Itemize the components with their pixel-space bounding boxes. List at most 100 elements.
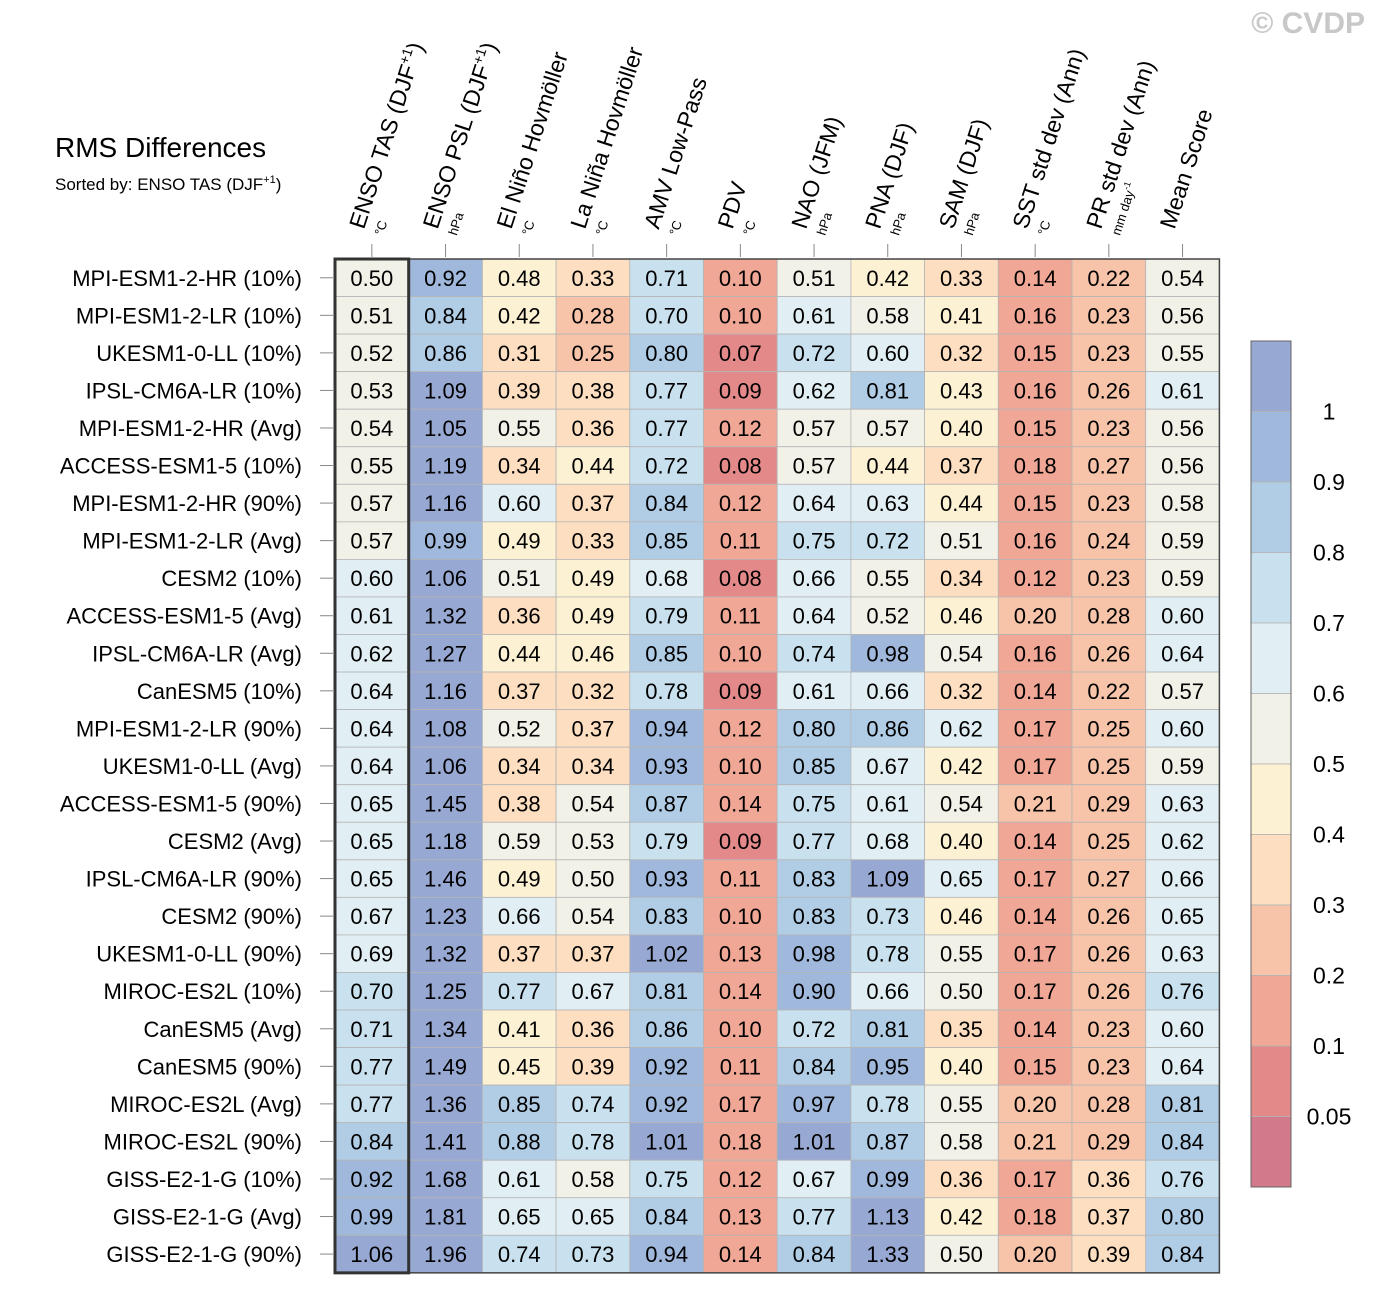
cell-value-label: 0.81 bbox=[645, 979, 688, 1004]
heatmap-cell bbox=[703, 784, 778, 823]
heatmap-cell bbox=[997, 483, 1073, 523]
row-label: MIROC-ES2L (90%) bbox=[104, 1129, 302, 1154]
row-label: CESM2 (Avg) bbox=[168, 829, 302, 854]
heatmap-cell bbox=[924, 1047, 999, 1086]
row-label: MPI-ESM1-2-LR (10%) bbox=[76, 303, 302, 328]
cell-value-label: 0.74 bbox=[498, 1242, 541, 1267]
heatmap-cell bbox=[850, 258, 926, 297]
cell-value-label: 0.50 bbox=[350, 266, 393, 291]
heatmap-cell bbox=[1071, 596, 1147, 635]
cell-value-label: 0.37 bbox=[940, 454, 983, 479]
cell-value-label: 0.12 bbox=[719, 716, 762, 741]
cell-value-label: 0.76 bbox=[1161, 1167, 1204, 1192]
heatmap-cell bbox=[481, 1009, 557, 1048]
cell-value-label: 0.87 bbox=[645, 791, 688, 816]
cell-value-label: 0.17 bbox=[1014, 979, 1057, 1004]
heatmap-cell bbox=[924, 521, 999, 560]
heatmap-cell bbox=[334, 671, 410, 710]
cell-value-label: 0.73 bbox=[572, 1242, 615, 1267]
cell-value-label: 0.11 bbox=[720, 867, 761, 892]
column-header-label: ENSO PSL (DJF+1) bbox=[417, 39, 503, 232]
cell-value-label: 0.83 bbox=[793, 867, 836, 892]
heatmap-cell bbox=[1145, 1122, 1220, 1161]
cell-value-label: 1.46 bbox=[424, 867, 467, 892]
colorbar-segment bbox=[1250, 622, 1292, 694]
row-label: MPI-ESM1-2-LR (Avg) bbox=[82, 529, 302, 554]
cell-value-label: 0.51 bbox=[793, 266, 836, 291]
cell-value-label: 0.78 bbox=[866, 942, 909, 967]
cell-value-label: 0.65 bbox=[498, 1205, 541, 1230]
cell-value-label: 0.37 bbox=[572, 942, 615, 967]
heatmap-cell bbox=[1071, 296, 1147, 335]
heatmap-cell bbox=[1145, 1084, 1220, 1124]
heatmap-cell bbox=[481, 446, 557, 485]
colorbar-segment bbox=[1250, 904, 1292, 976]
heatmap-cell bbox=[1071, 1047, 1147, 1086]
heatmap-cell bbox=[703, 1159, 778, 1199]
cell-value-label: 0.62 bbox=[350, 641, 393, 666]
subtitle-close: ) bbox=[276, 175, 282, 194]
column-header-label: SAM (DJF) bbox=[933, 115, 993, 231]
cell-value-label: 0.51 bbox=[498, 566, 541, 591]
cell-value-label: 0.49 bbox=[498, 867, 541, 892]
heatmap-cell bbox=[1071, 521, 1147, 560]
cell-value-label: 0.32 bbox=[940, 679, 983, 704]
cell-value-label: 0.58 bbox=[1161, 491, 1204, 516]
row-label: MIROC-ES2L (Avg) bbox=[110, 1092, 302, 1117]
cell-value-label: 0.99 bbox=[866, 1167, 909, 1192]
cell-value-label: 0.07 bbox=[719, 341, 762, 366]
heatmap-cell bbox=[555, 709, 631, 748]
heatmap-cell bbox=[481, 333, 557, 373]
heatmap-cell bbox=[481, 1159, 557, 1199]
heatmap-cell bbox=[1071, 483, 1147, 523]
column-header: SAM (DJF)hPa bbox=[933, 115, 993, 237]
cell-value-label: 0.09 bbox=[719, 679, 762, 704]
heatmap-cell bbox=[776, 1047, 852, 1086]
cell-value-label: 0.57 bbox=[866, 416, 909, 441]
cell-value-label: 0.85 bbox=[498, 1092, 541, 1117]
heatmap-cell bbox=[1145, 483, 1220, 523]
cell-value-label: 1.08 bbox=[424, 716, 467, 741]
colorbar-segment bbox=[1250, 834, 1292, 906]
cell-value-label: 0.35 bbox=[940, 1017, 983, 1042]
heatmap-cell bbox=[924, 671, 999, 710]
cell-value-label: 0.73 bbox=[866, 904, 909, 929]
column-header-label: PNA (DJF) bbox=[860, 119, 919, 232]
cell-value-label: 0.22 bbox=[1087, 679, 1130, 704]
heatmap-cell bbox=[555, 446, 631, 485]
colorbar-tick-label: 0.8 bbox=[1313, 540, 1345, 566]
cell-value-label: 0.79 bbox=[645, 829, 688, 854]
cell-value-label: 0.45 bbox=[498, 1054, 541, 1079]
heatmap-cell bbox=[334, 446, 410, 485]
heatmap-cell bbox=[850, 296, 926, 335]
row-label: CanESM5 (90%) bbox=[137, 1054, 302, 1079]
cell-value-label: 0.20 bbox=[1014, 1092, 1057, 1117]
cell-value-label: 0.36 bbox=[940, 1167, 983, 1192]
cell-value-label: 0.14 bbox=[1014, 679, 1057, 704]
cell-value-label: 0.67 bbox=[350, 904, 393, 929]
cell-value-label: 0.17 bbox=[719, 1092, 762, 1117]
heatmap-cell bbox=[1071, 1009, 1147, 1048]
heatmap-cell bbox=[924, 371, 999, 410]
heatmap-cell bbox=[555, 1084, 631, 1124]
cell-value-label: 0.15 bbox=[1014, 416, 1057, 441]
cell-value-label: 1.96 bbox=[424, 1242, 467, 1267]
heatmap-cell bbox=[997, 634, 1073, 673]
heatmap-cell bbox=[408, 671, 483, 710]
cell-value-label: 0.14 bbox=[1014, 904, 1057, 929]
column-header: Mean Score bbox=[1155, 106, 1218, 232]
heatmap-cell bbox=[555, 596, 631, 635]
cell-value-label: 0.32 bbox=[572, 679, 615, 704]
cell-value-label: 0.84 bbox=[645, 1205, 688, 1230]
heatmap-cell bbox=[629, 821, 704, 861]
cell-value-label: 0.99 bbox=[350, 1205, 393, 1230]
heatmap-cell bbox=[1071, 859, 1147, 898]
colorbar-segment bbox=[1250, 1045, 1292, 1117]
cell-value-label: 0.80 bbox=[1161, 1205, 1204, 1230]
heatmap-cell bbox=[924, 1159, 999, 1199]
heatmap-cell bbox=[481, 972, 557, 1011]
cell-value-label: 0.28 bbox=[1087, 604, 1130, 629]
cell-value-label: 0.33 bbox=[572, 266, 615, 291]
cell-value-label: 0.77 bbox=[645, 416, 688, 441]
heatmap-cell bbox=[997, 296, 1073, 335]
